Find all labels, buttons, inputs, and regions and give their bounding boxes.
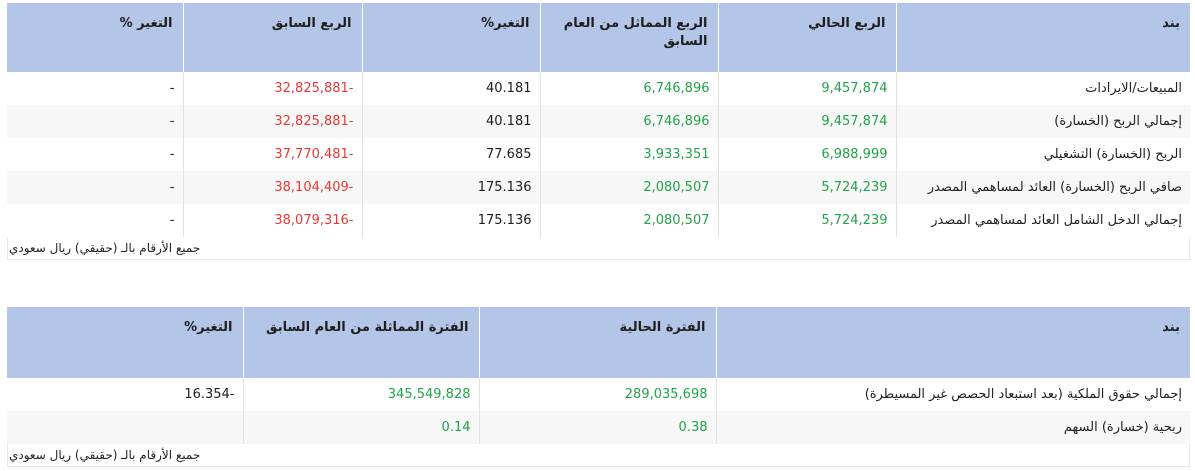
- cell-change: 175.136: [362, 204, 541, 237]
- table-row: - 32,825,881- 40.181 6,746,896 9,457,874…: [7, 105, 1190, 138]
- header-current-period[interactable]: الفترة الحالية: [479, 307, 717, 378]
- cell-item: إجمالي الربح (الخسارة): [896, 105, 1190, 138]
- table-row: - 38,079,316- 175.136 2,080,507 5,724,23…: [7, 204, 1190, 237]
- header-change-percent[interactable]: التغير %: [7, 3, 184, 72]
- cell-previous-quarter: 38,104,409-: [183, 171, 363, 204]
- currency-note: جميع الأرقام بالـ (حقيقي) ريال سعودي: [7, 237, 1190, 260]
- cell-change: 40.181: [362, 72, 541, 105]
- cell-previous-quarter: 38,079,316-: [183, 204, 363, 237]
- cell-same-period-last-year: 345,549,828: [243, 378, 480, 411]
- cell-previous-quarter: 37,770,481-: [183, 138, 363, 171]
- cell-change-percent: -: [7, 171, 184, 204]
- cell-same-quarter-last-year: 3,933,351: [540, 138, 719, 171]
- cell-current-quarter: 6,988,999: [718, 138, 897, 171]
- quarterly-results-section: التغير % الربع السابق التغير% الربع المم…: [7, 3, 1190, 260]
- table-header-row: التغير% الفترة المماثلة من العام السابق …: [7, 307, 1190, 378]
- cell-change: [7, 411, 244, 444]
- header-same-quarter-last-year[interactable]: الربع المماثل من العام السابق: [540, 3, 719, 72]
- cell-current-quarter: 9,457,874: [718, 72, 897, 105]
- cell-change: 40.181: [362, 105, 541, 138]
- cell-item: صافي الربح (الخسارة) العائد لمساهمي المص…: [896, 171, 1190, 204]
- cell-current-period: 289,035,698: [479, 378, 717, 411]
- header-same-period-last-year[interactable]: الفترة المماثلة من العام السابق: [243, 307, 480, 378]
- header-item[interactable]: بند: [716, 307, 1190, 378]
- cell-same-period-last-year: 0.14: [243, 411, 480, 444]
- cell-same-quarter-last-year: 2,080,507: [540, 204, 719, 237]
- cell-change: 175.136: [362, 171, 541, 204]
- table-row: 0.14 0.38 ربحية (خسارة) السهم: [7, 411, 1190, 444]
- cell-change-percent: -: [7, 105, 184, 138]
- header-item[interactable]: بند: [896, 3, 1190, 72]
- cell-previous-quarter: 32,825,881-: [183, 72, 363, 105]
- cell-change-percent: -: [7, 204, 184, 237]
- currency-note: جميع الأرقام بالـ (حقيقي) ريال سعودي: [7, 444, 1190, 467]
- cell-item: الربح (الخسارة) التشغيلي: [896, 138, 1190, 171]
- period-results-table: التغير% الفترة المماثلة من العام السابق …: [7, 307, 1190, 444]
- header-change[interactable]: التغير%: [7, 307, 244, 378]
- cell-item: إجمالي الدخل الشامل العائد لمساهمي المصد…: [896, 204, 1190, 237]
- cell-current-period: 0.38: [479, 411, 717, 444]
- cell-previous-quarter: 32,825,881-: [183, 105, 363, 138]
- header-current-quarter[interactable]: الربع الحالي: [718, 3, 897, 72]
- table-row: 16.354- 345,549,828 289,035,698 إجمالي ح…: [7, 378, 1190, 411]
- cell-item: المبيعات/الايرادات: [896, 72, 1190, 105]
- quarterly-results-table: التغير % الربع السابق التغير% الربع المم…: [7, 3, 1190, 237]
- cell-change-percent: -: [7, 138, 184, 171]
- period-results-section: التغير% الفترة المماثلة من العام السابق …: [7, 307, 1190, 467]
- cell-current-quarter: 5,724,239: [718, 204, 897, 237]
- cell-change-percent: -: [7, 72, 184, 105]
- cell-current-quarter: 5,724,239: [718, 171, 897, 204]
- table-row: - 38,104,409- 175.136 2,080,507 5,724,23…: [7, 171, 1190, 204]
- cell-change: 77.685: [362, 138, 541, 171]
- cell-same-quarter-last-year: 6,746,896: [540, 72, 719, 105]
- cell-item: إجمالي حقوق الملكية (بعد استبعاد الحصص غ…: [716, 378, 1190, 411]
- table-row: - 32,825,881- 40.181 6,746,896 9,457,874…: [7, 72, 1190, 105]
- cell-same-quarter-last-year: 2,080,507: [540, 171, 719, 204]
- table-header-row: التغير % الربع السابق التغير% الربع المم…: [7, 3, 1190, 72]
- table-row: - 37,770,481- 77.685 3,933,351 6,988,999…: [7, 138, 1190, 171]
- cell-change: 16.354-: [7, 378, 244, 411]
- cell-same-quarter-last-year: 6,746,896: [540, 105, 719, 138]
- header-previous-quarter[interactable]: الربع السابق: [183, 3, 363, 72]
- cell-item: ربحية (خسارة) السهم: [716, 411, 1190, 444]
- cell-current-quarter: 9,457,874: [718, 105, 897, 138]
- header-change[interactable]: التغير%: [362, 3, 541, 72]
